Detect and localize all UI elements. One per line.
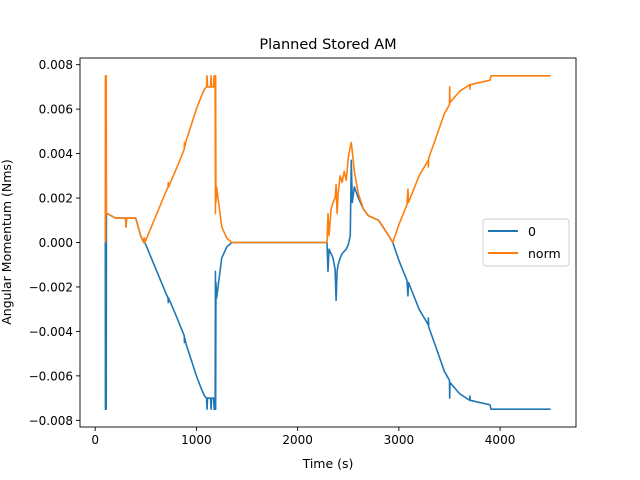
- y-tick-label: 0.006: [39, 103, 73, 117]
- series-layer: [104, 74, 551, 411]
- legend: 0 norm: [482, 218, 570, 267]
- legend-label-series-0: 0: [528, 224, 536, 239]
- x-tick-label: 2000: [282, 433, 313, 447]
- y-tick-label: 0.000: [39, 236, 73, 250]
- y-tick-label: −0.002: [29, 280, 73, 294]
- y-tick-label: 0.004: [39, 147, 73, 161]
- x-tick-label: 1000: [181, 433, 212, 447]
- legend-label-series-norm: norm: [528, 246, 561, 261]
- y-axis-label: Angular Momentum (Nms): [0, 159, 14, 325]
- y-tick-label: −0.008: [29, 414, 73, 428]
- y-tick-label: 0.002: [39, 192, 73, 206]
- x-axis: 0 1000 2000 3000 4000: [91, 427, 515, 447]
- chart-title: Planned Stored AM: [259, 37, 396, 53]
- series-line-norm: [104, 74, 551, 244]
- x-axis-label: Time (s): [302, 456, 354, 471]
- y-tick-label: 0.008: [39, 58, 73, 72]
- y-tick-label: −0.004: [29, 325, 73, 339]
- y-tick-label: −0.006: [29, 369, 73, 383]
- x-tick-label: 3000: [384, 433, 415, 447]
- x-tick-label: 4000: [485, 433, 516, 447]
- y-axis: −0.008 −0.006 −0.004 −0.002 0.000 0.002 0.004 0…: [29, 58, 80, 428]
- x-tick-label: 0: [91, 433, 99, 447]
